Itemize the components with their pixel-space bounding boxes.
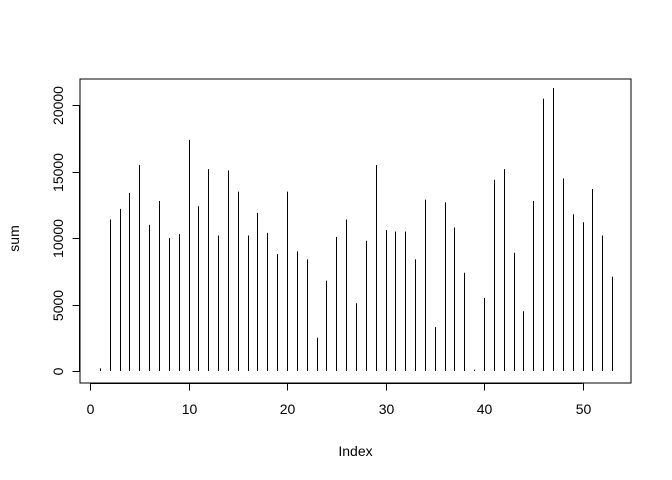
- y-tick-label: 5000: [50, 290, 66, 321]
- x-tick-label: 40: [477, 401, 493, 417]
- x-tick-label: 0: [87, 401, 95, 417]
- y-tick-label: 0: [50, 367, 66, 375]
- bars-group: [100, 88, 613, 371]
- plot-box: [79, 78, 632, 384]
- x-tick-label: 20: [280, 401, 296, 417]
- x-tick-label: 30: [379, 401, 395, 417]
- y-tick-label: 15000: [50, 153, 66, 192]
- y-axis: 0 5000 10000 15000 20000: [50, 86, 80, 375]
- y-tick-label: 10000: [50, 219, 66, 258]
- x-tick-label: 10: [182, 401, 198, 417]
- y-axis-label: sum: [6, 225, 22, 251]
- y-tick-label: 20000: [50, 86, 66, 125]
- x-axis-label: Index: [338, 443, 372, 459]
- x-axis: 0 10 20 30 40 50: [87, 383, 592, 417]
- x-tick-label: 50: [576, 401, 592, 417]
